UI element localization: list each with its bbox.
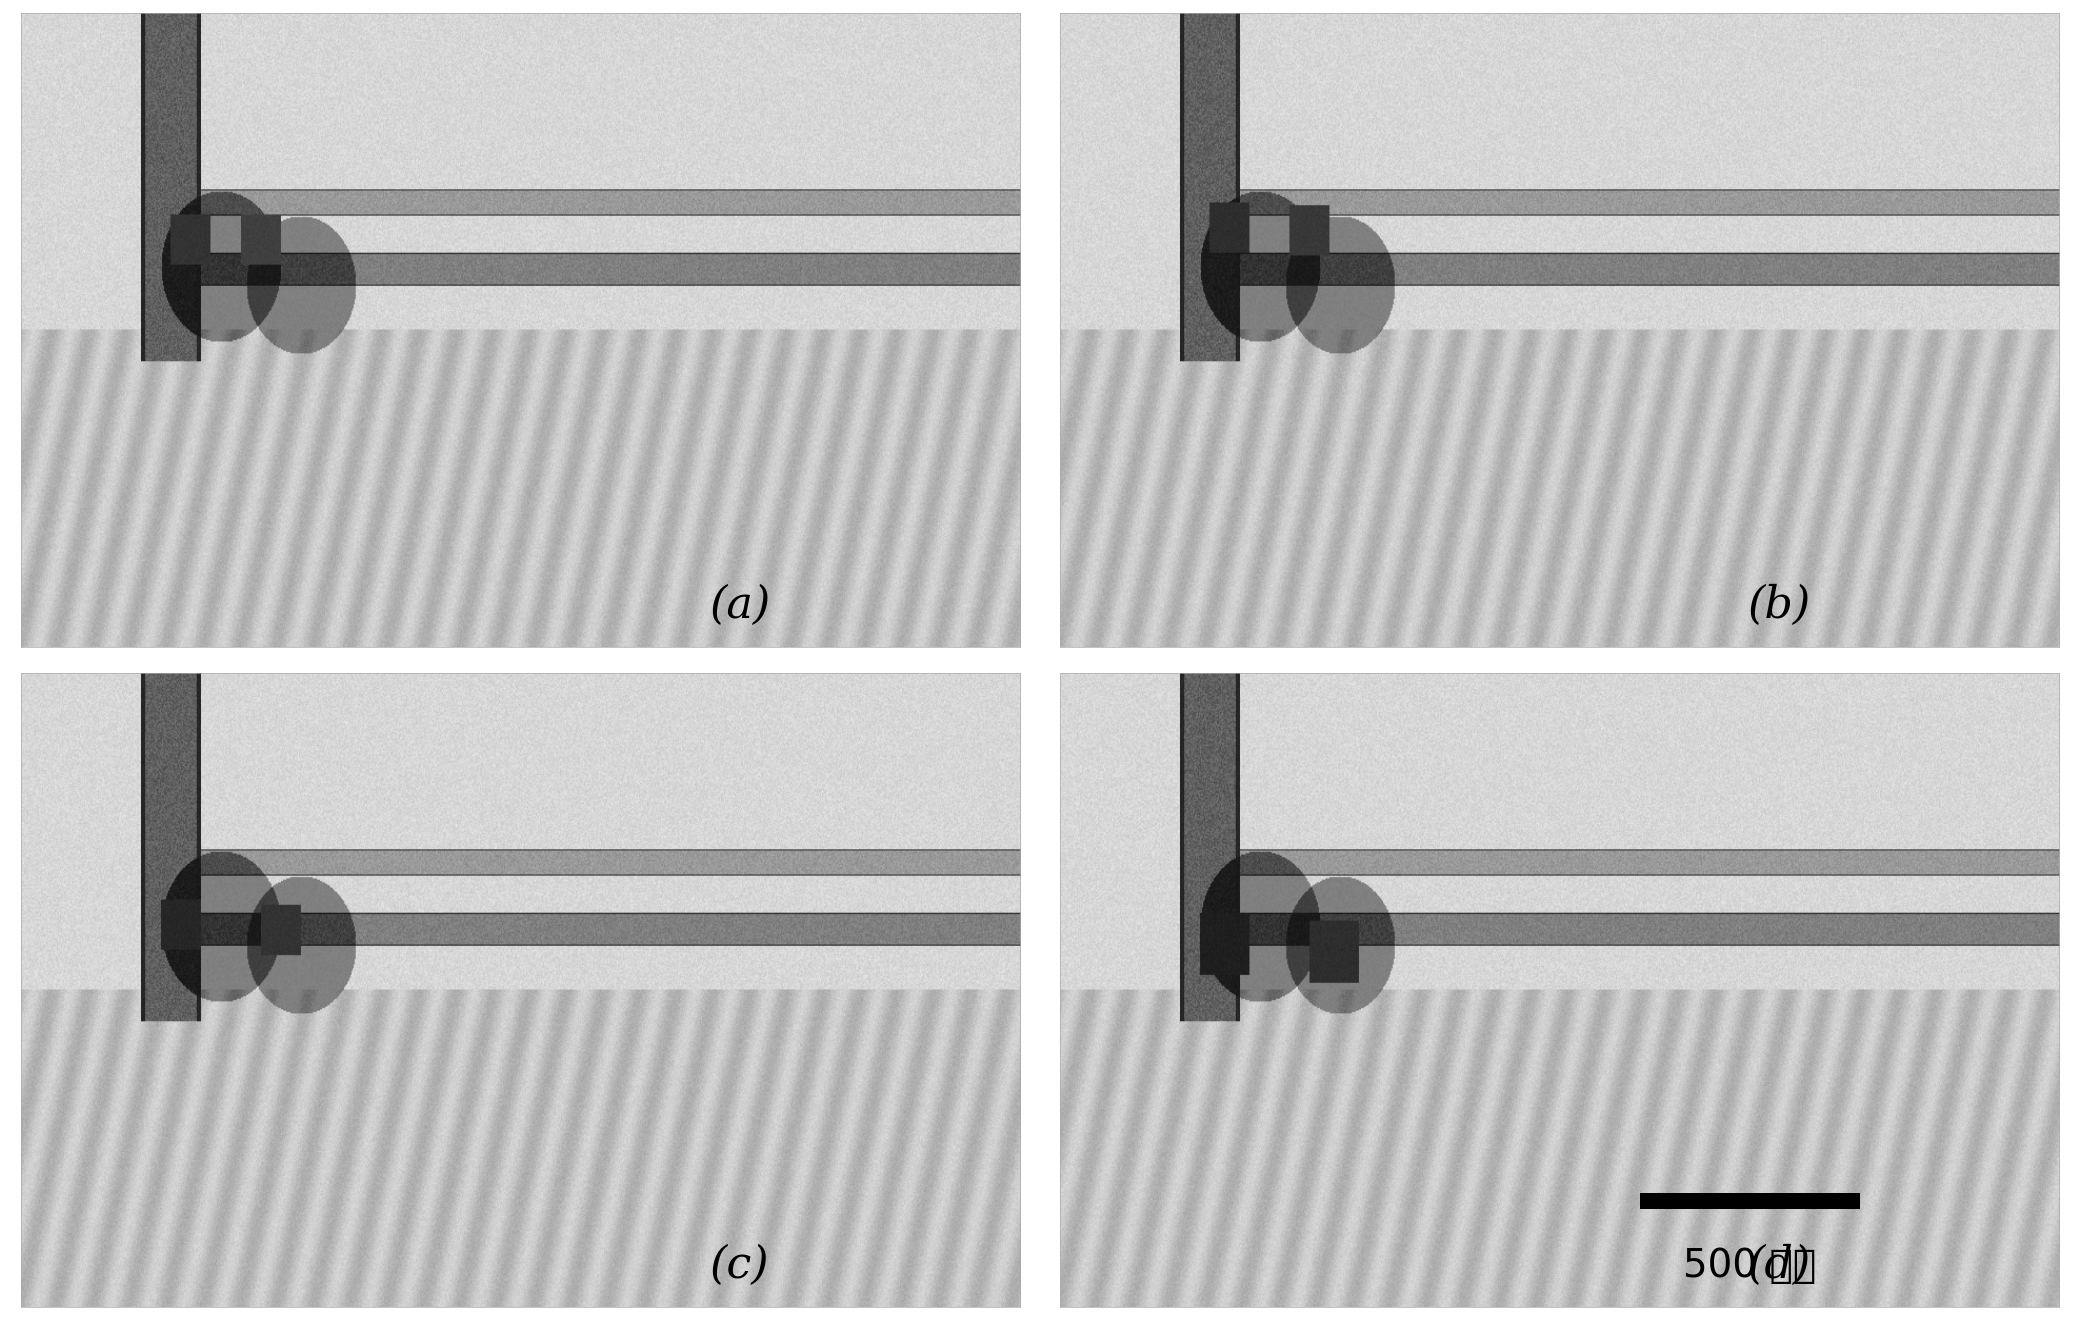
Text: (b): (b) — [1747, 583, 1812, 627]
Bar — [1639, 1193, 1860, 1209]
Text: (d): (d) — [1747, 1243, 1812, 1287]
Text: (c): (c) — [711, 1243, 770, 1287]
Text: 500 微米: 500 微米 — [1683, 1247, 1816, 1286]
Text: (a): (a) — [709, 583, 772, 627]
